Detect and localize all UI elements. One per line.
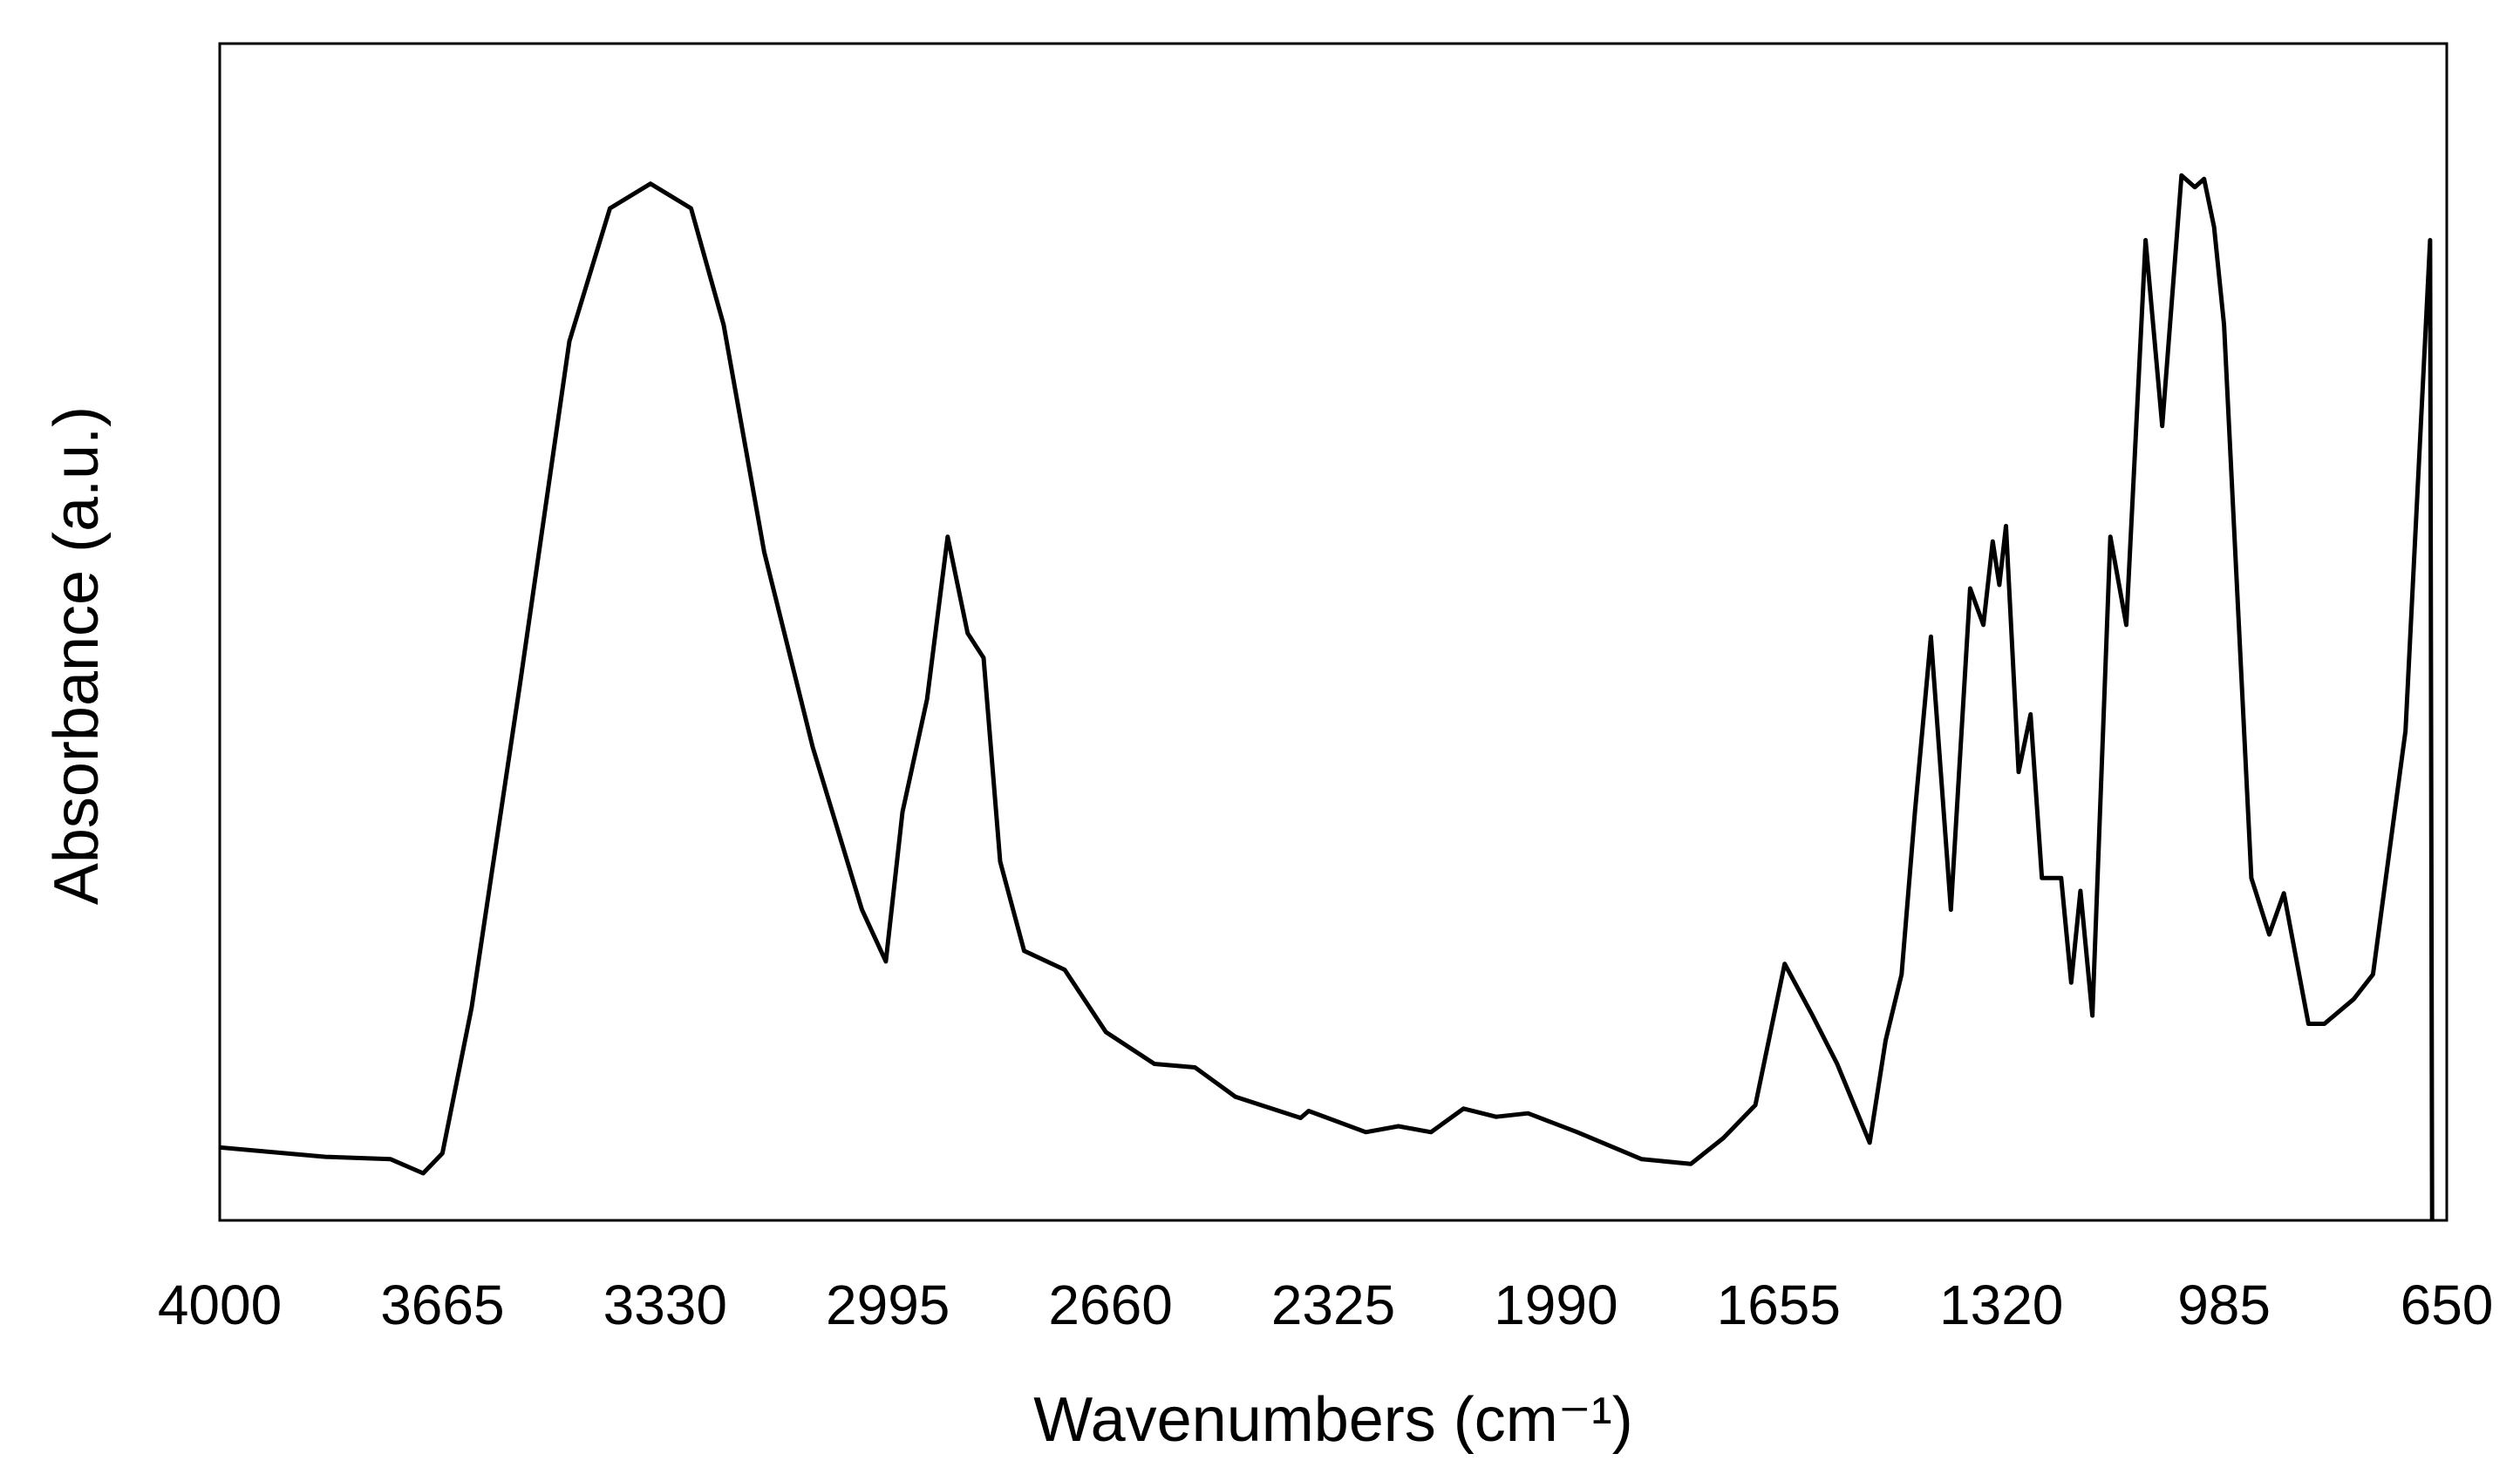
x-tick-label: 1990: [1494, 1274, 1618, 1336]
x-tick-label: 2995: [826, 1274, 950, 1336]
y-axis-title: Absorbance (a.u.): [42, 406, 112, 905]
x-tick-label: 985: [2177, 1274, 2271, 1336]
x-tick-label: 2325: [1271, 1274, 1395, 1336]
x-tick-label: 650: [2401, 1274, 2494, 1336]
x-tick-label: 2660: [1048, 1274, 1172, 1336]
spectrum-line: [219, 173, 2435, 1221]
x-tick-label: 1655: [1717, 1274, 1841, 1336]
x-tick-label: 4000: [158, 1274, 282, 1336]
plot-frame: [218, 42, 2448, 1222]
x-tick-label: 1320: [1939, 1274, 2063, 1336]
x-axis-title: Wavenumbers (cm⁻¹): [1033, 1385, 1632, 1455]
x-tick-label: 3665: [380, 1274, 504, 1336]
x-tick-label: 3330: [603, 1274, 727, 1336]
